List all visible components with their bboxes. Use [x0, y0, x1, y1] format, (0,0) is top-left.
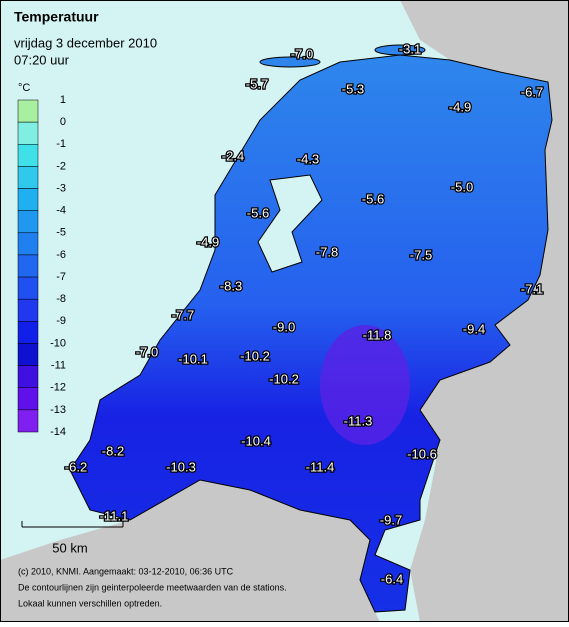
legend-swatch: [17, 298, 39, 322]
legend-tick-label: -12: [50, 382, 66, 394]
station-temperature: -7.7: [172, 307, 194, 322]
ijsselmeer: [257, 174, 323, 273]
date: vrijdag 3 december 2010: [14, 35, 157, 50]
station-temperature: -7.5: [410, 247, 432, 262]
legend-swatch: [17, 121, 39, 145]
legend-tick-label: -1: [56, 138, 66, 150]
station-temperature: -8.3: [220, 278, 242, 293]
island: [374, 44, 426, 56]
legend-swatch: [17, 387, 39, 411]
station-temperature: -7.1: [521, 281, 543, 296]
legend-swatch: [17, 343, 39, 366]
legend-swatch: [17, 321, 39, 344]
legend-tick-label: -14: [50, 426, 66, 438]
legend-swatch: [17, 99, 39, 123]
station-temperature: -10.6: [407, 446, 437, 461]
legend-tick-label: -8: [56, 293, 66, 305]
station-temperature: -8.2: [102, 443, 124, 458]
legend-tick-label: -3: [56, 182, 66, 194]
legend-tick-label: -10: [50, 337, 66, 349]
legend-swatch: [17, 144, 39, 167]
legend-tick-label: 1: [60, 94, 66, 106]
station-temperature: -7.8: [316, 244, 338, 259]
legend-swatch: [17, 276, 39, 300]
station-temperature: -4.9: [449, 99, 471, 114]
legend-swatch: [17, 210, 39, 234]
title: Temperatuur: [14, 9, 99, 25]
station-temperature: -10.2: [269, 371, 299, 386]
station-temperature: -5.6: [247, 205, 269, 220]
netherlands: [69, 54, 553, 613]
station-temperature: -6.2: [65, 459, 87, 474]
station-temperature: -10.4: [241, 433, 271, 448]
station-temperature: -2.4: [222, 148, 244, 163]
legend-swatch: [17, 254, 39, 278]
station-temperature: -10.1: [178, 351, 208, 366]
station-temperature: -4.3: [297, 151, 319, 166]
footer-note: De contourlijnen zijn geinterpoleerde me…: [18, 582, 287, 592]
legend-tick-label: -13: [50, 404, 66, 416]
station-temperature: -9.0: [273, 319, 295, 334]
island: [259, 56, 321, 68]
legend-swatch: [17, 188, 39, 211]
station-temperature: -5.0: [451, 179, 473, 194]
legend-tick-label: -6: [56, 249, 66, 261]
legend-swatch: [17, 365, 39, 388]
legend-swatch: [17, 166, 39, 189]
station-temperature: -5.7: [246, 76, 268, 91]
legend-tick-label: -11: [51, 360, 66, 372]
station-temperature: -11.4: [306, 459, 335, 474]
time: 07:20 uur: [14, 52, 70, 67]
legend-swatch: [17, 232, 39, 256]
legend-tick-label: -4: [56, 205, 66, 217]
station-temperature: -4.9: [197, 234, 219, 249]
legend-tick-label: -2: [56, 160, 66, 172]
station-temperature: -3.1: [399, 41, 421, 56]
station-temperature: -10.2: [240, 348, 270, 363]
station-temperature: -6.7: [521, 84, 543, 99]
station-temperature: -10.3: [166, 459, 196, 474]
station-temperature: -11.8: [363, 327, 392, 342]
legend-tick-label: -9: [56, 315, 66, 327]
neighbour-land: [400, 0, 569, 622]
legend-tick-label: 0: [60, 116, 66, 128]
legend-unit: °C: [18, 82, 30, 94]
footer-note: Lokaal kunnen verschillen optreden.: [18, 598, 162, 608]
scale-label: 50 km: [52, 540, 87, 555]
neighbour-land: [0, 480, 380, 622]
legend-tick-label: -7: [56, 271, 66, 283]
footer-note: (c) 2010, KNMI. Aangemaakt: 03-12-2010, …: [18, 566, 234, 576]
station-temperature: -9.7: [380, 512, 402, 527]
legend-tick-label: -5: [56, 227, 66, 239]
station-temperature: -11.3: [344, 413, 373, 428]
cold-area: [320, 325, 410, 445]
station-temperature: -5.3: [342, 81, 364, 96]
legend-swatch: [17, 409, 39, 433]
station-temperature: -5.6: [362, 191, 384, 206]
station-temperature: -7.0: [291, 46, 313, 61]
station-temperature: -9.4: [463, 321, 485, 336]
station-temperature: -6.4: [381, 571, 403, 586]
station-temperature: -11.1: [100, 508, 129, 523]
station-temperature: -7.0: [136, 344, 158, 359]
